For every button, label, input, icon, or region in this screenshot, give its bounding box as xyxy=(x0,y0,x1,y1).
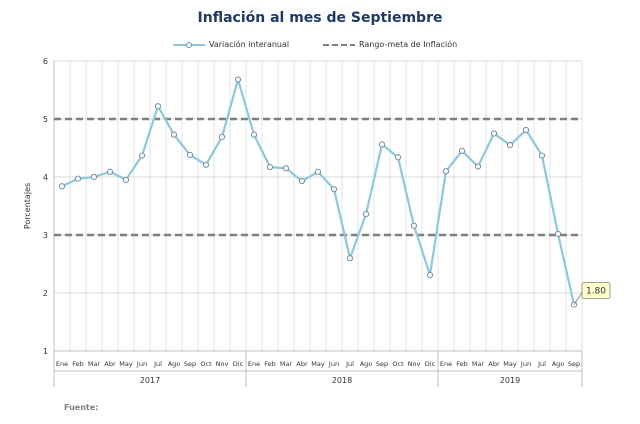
callout-box xyxy=(581,282,611,300)
data-point xyxy=(378,141,386,148)
data-point xyxy=(522,126,530,134)
chart-title: Inflación al mes de Septiembre xyxy=(197,10,443,26)
x-tick-label-month: Mar xyxy=(472,360,485,368)
data-point xyxy=(490,130,498,137)
data-point xyxy=(106,168,114,175)
data-point xyxy=(410,222,418,229)
data-point xyxy=(282,165,290,172)
data-point xyxy=(314,168,322,175)
x-tick-label-month: Feb xyxy=(264,360,276,368)
x-tick-label-month: Mar xyxy=(88,360,101,368)
x-tick-label-month: Nov xyxy=(216,360,229,368)
x-tick-label-month: Mar xyxy=(280,360,293,368)
legend-dashed-line xyxy=(323,43,355,46)
x-tick-label-year: 2018 xyxy=(332,376,352,385)
x-tick-label-month: Abr xyxy=(104,360,116,368)
x-tick-label-month: Dic xyxy=(425,360,436,368)
data-point xyxy=(234,76,242,83)
legend-item-rango-meta: Rango-meta de Inflación xyxy=(322,40,457,49)
legend-label-rango-meta: Rango-meta de Inflación xyxy=(359,40,458,49)
data-point xyxy=(442,168,450,175)
data-point xyxy=(170,131,178,138)
data-point xyxy=(330,186,338,193)
data-point xyxy=(186,151,194,159)
x-tick-label-month: Feb xyxy=(72,360,84,368)
data-point xyxy=(554,230,562,237)
x-tick-label-month: Jul xyxy=(153,360,162,368)
data-point xyxy=(74,175,82,182)
source-label: Fuente: xyxy=(64,403,99,412)
x-tick-label-year: 2017 xyxy=(140,376,160,385)
x-tick-label-month: Jun xyxy=(136,360,147,368)
x-tick-label-month: Ene xyxy=(248,360,260,368)
y-tick-label: 3 xyxy=(43,231,48,240)
legend-line-marker xyxy=(173,41,205,48)
x-tick-label-month: Sep xyxy=(184,360,196,368)
x-tick-label-month: May xyxy=(311,360,325,368)
x-tick-label-year: 2019 xyxy=(500,376,520,385)
data-point xyxy=(58,183,66,190)
y-tick-label: 1 xyxy=(43,347,48,356)
y-tick-label: 2 xyxy=(43,289,48,298)
x-tick-label-month: Ene xyxy=(440,360,452,368)
y-axis-label: Porcentajes xyxy=(23,183,32,229)
data-point xyxy=(426,271,434,279)
y-tick-label: 5 xyxy=(43,115,48,124)
x-tick-label-month: Jul xyxy=(345,360,354,368)
x-tick-label-month: Feb xyxy=(456,360,468,368)
data-point xyxy=(538,152,546,159)
data-point xyxy=(506,142,514,149)
data-point xyxy=(458,147,466,154)
callout-label: 1.80 xyxy=(586,287,606,297)
x-tick-label-month: May xyxy=(503,360,517,368)
data-point xyxy=(202,161,210,168)
x-tick-label-month: Ago xyxy=(552,360,565,368)
x-tick-label-month: Ene xyxy=(56,360,68,368)
data-point xyxy=(346,255,354,262)
data-point xyxy=(218,133,226,141)
data-point xyxy=(298,177,306,185)
series-line-variacion xyxy=(61,78,576,305)
x-tick-label-month: Oct xyxy=(200,360,212,368)
callout-leader xyxy=(573,292,583,305)
x-tick-label-month: Oct xyxy=(392,360,404,368)
data-point xyxy=(474,163,482,170)
data-point xyxy=(394,154,402,161)
y-tick-label: 4 xyxy=(43,173,48,182)
x-tick-label-month: Sep xyxy=(568,360,580,368)
legend-item-variacion: Variación interanual xyxy=(172,40,289,49)
data-point xyxy=(138,152,146,159)
legend-label-variacion: Variación interanual xyxy=(209,40,290,49)
x-tick-label-month: Jun xyxy=(328,360,339,368)
x-tick-label-month: Ago xyxy=(360,360,373,368)
x-tick-label-month: Ago xyxy=(168,360,181,368)
x-tick-label-month: Sep xyxy=(376,360,388,368)
x-tick-label-month: Dic xyxy=(233,360,244,368)
y-tick-label: 6 xyxy=(43,57,48,66)
data-point xyxy=(154,103,162,110)
x-tick-label-month: Abr xyxy=(296,360,308,368)
x-tick-label-month: Nov xyxy=(408,360,421,368)
data-point xyxy=(250,131,258,138)
x-tick-label-month: Abr xyxy=(488,360,500,368)
data-point xyxy=(362,211,370,218)
x-tick-label-month: Jun xyxy=(520,360,531,368)
x-tick-label-month: Jul xyxy=(537,360,546,368)
x-tick-label-month: May xyxy=(119,360,133,368)
data-point xyxy=(122,176,130,183)
data-point xyxy=(90,173,98,181)
data-point xyxy=(266,164,274,171)
last-value-callout: 1.80 xyxy=(573,282,611,305)
